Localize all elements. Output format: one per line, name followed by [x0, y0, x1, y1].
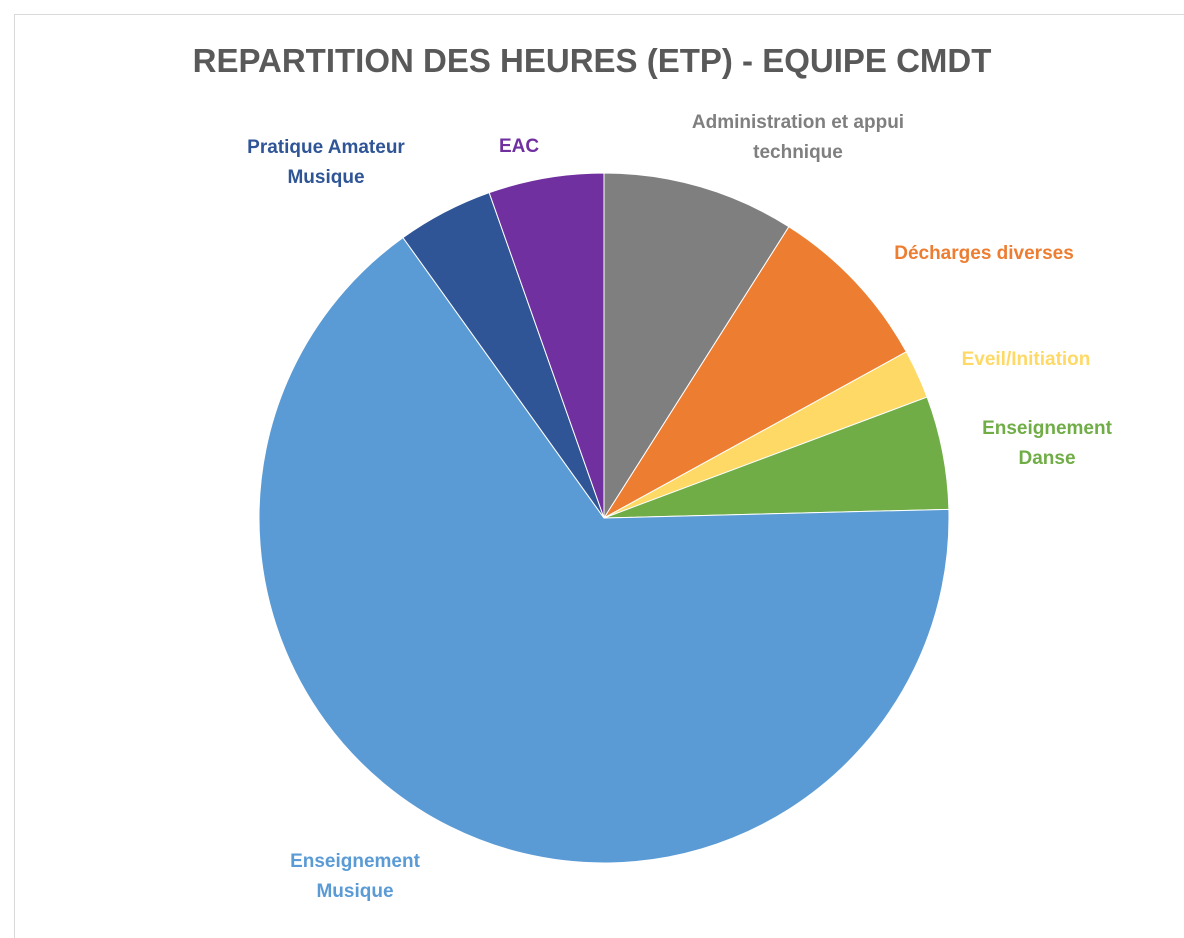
slice-label: Pratique Amateur Musique: [247, 137, 405, 188]
pie-slice: [488, 172, 605, 519]
slice-label: Décharges diverses: [894, 243, 1074, 264]
pie-slice: [603, 172, 790, 520]
frame: [14, 14, 1184, 938]
slice-label: EAC: [498, 136, 540, 157]
slice-label: Enseignement Musique: [290, 851, 420, 902]
slice-label: Administration et appui technique: [691, 112, 905, 163]
slice-label: Eveil/Initiation: [961, 349, 1091, 370]
slice-label: Enseignement Danse: [982, 418, 1112, 469]
chart-title: REPARTITION DES HEURES (ETP) - EQUIPE CM…: [192, 42, 992, 79]
pie-slice: [258, 236, 950, 864]
pie-slice: [603, 226, 908, 519]
